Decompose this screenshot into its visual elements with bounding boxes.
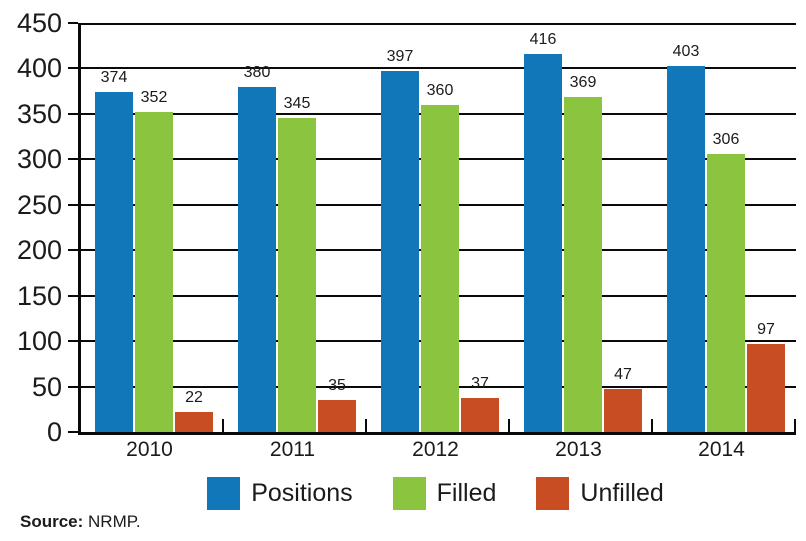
plot-area: 374 352 22 380 345 35 397 360 37 416 369 47 403 306 97 bbox=[78, 23, 796, 435]
bar-filled-2013 bbox=[564, 97, 602, 432]
legend-item-filled: Filled bbox=[392, 477, 497, 510]
legend-item-positions: Positions bbox=[207, 477, 353, 510]
bar-unfilled-2013 bbox=[604, 389, 642, 432]
bar-value-label-unfilled-2014: 97 bbox=[757, 321, 775, 338]
bar-filled-2014 bbox=[707, 154, 745, 432]
bar-unfilled-2014 bbox=[747, 344, 785, 432]
y-axis-label-450: 450 bbox=[16, 8, 62, 38]
bar-positions-2014 bbox=[667, 66, 705, 432]
bar-positions-2011 bbox=[238, 87, 276, 432]
y-axis-tick-300 bbox=[68, 158, 78, 160]
y-axis-tick-250 bbox=[68, 204, 78, 206]
y-axis-tick-400 bbox=[68, 67, 78, 69]
gridline-450 bbox=[81, 23, 796, 25]
legend-swatch-filled bbox=[392, 477, 426, 510]
bar-value-label-positions-2010: 374 bbox=[100, 69, 128, 86]
bar-value-label-unfilled-2012: 37 bbox=[471, 375, 489, 392]
y-axis-tick-100 bbox=[68, 340, 78, 342]
bar-unfilled-2010 bbox=[175, 412, 213, 432]
y-axis-tick-150 bbox=[68, 295, 78, 297]
source-label: Source: bbox=[20, 512, 84, 531]
y-axis-label-250: 250 bbox=[16, 190, 62, 220]
bar-positions-2013 bbox=[524, 54, 562, 432]
bar-positions-2012 bbox=[381, 71, 419, 432]
x-axis-tick-5 bbox=[794, 419, 796, 432]
bar-value-label-positions-2012: 397 bbox=[386, 48, 414, 65]
bar-unfilled-2012 bbox=[461, 398, 499, 432]
source-note: Source: NRMP. bbox=[20, 511, 141, 533]
bar-unfilled-2011 bbox=[318, 400, 356, 432]
legend-label-filled: Filled bbox=[436, 479, 497, 507]
y-axis-label-350: 350 bbox=[16, 99, 62, 129]
bar-filled-2012 bbox=[421, 105, 459, 432]
bar-value-label-filled-2010: 352 bbox=[140, 89, 168, 106]
legend: Positions Filled Unfilled bbox=[78, 477, 793, 510]
bar-value-label-positions-2011: 380 bbox=[243, 64, 271, 81]
gridline-400 bbox=[81, 67, 796, 69]
x-axis-label-2012: 2012 bbox=[412, 438, 459, 461]
bar-value-label-unfilled-2013: 47 bbox=[614, 366, 632, 383]
x-axis-label-2014: 2014 bbox=[698, 438, 745, 461]
y-axis-label-50: 50 bbox=[31, 372, 62, 402]
source-text: NRMP. bbox=[88, 512, 141, 531]
y-axis-tick-200 bbox=[68, 249, 78, 251]
y-axis-tick-50 bbox=[68, 386, 78, 388]
bar-filled-2011 bbox=[278, 118, 316, 432]
y-axis-label-150: 150 bbox=[16, 281, 62, 311]
y-axis-label-200: 200 bbox=[16, 235, 62, 265]
bar-value-label-filled-2011: 345 bbox=[283, 95, 311, 112]
legend-item-unfilled: Unfilled bbox=[536, 477, 664, 510]
y-axis-tick-450 bbox=[68, 22, 78, 24]
x-axis-label-2010: 2010 bbox=[126, 438, 173, 461]
y-axis-tick-350 bbox=[68, 113, 78, 115]
y-axis-label-400: 400 bbox=[16, 53, 62, 83]
bar-value-label-filled-2013: 369 bbox=[569, 74, 597, 91]
bar-value-label-positions-2014: 403 bbox=[672, 43, 700, 60]
bar-value-label-filled-2012: 360 bbox=[426, 82, 454, 99]
x-axis-label-2013: 2013 bbox=[555, 438, 602, 461]
bar-positions-2010 bbox=[95, 92, 133, 432]
bar-value-label-filled-2014: 306 bbox=[712, 131, 740, 148]
y-axis-label-100: 100 bbox=[16, 326, 62, 356]
x-axis-tick-3 bbox=[508, 419, 510, 432]
bar-value-label-unfilled-2011: 35 bbox=[328, 377, 346, 394]
bar-value-label-unfilled-2010: 22 bbox=[185, 389, 203, 406]
legend-swatch-unfilled bbox=[536, 477, 570, 510]
y-axis-label-0: 0 bbox=[46, 417, 62, 447]
x-axis-tick-1 bbox=[222, 419, 224, 432]
legend-swatch-positions bbox=[207, 477, 241, 510]
bar-value-label-positions-2013: 416 bbox=[529, 31, 557, 48]
legend-label-positions: Positions bbox=[251, 479, 353, 507]
x-axis-label-2011: 2011 bbox=[269, 438, 316, 461]
x-axis-tick-2 bbox=[365, 419, 367, 432]
legend-label-unfilled: Unfilled bbox=[580, 479, 664, 507]
y-axis-label-300: 300 bbox=[16, 144, 62, 174]
x-axis-tick-4 bbox=[651, 419, 653, 432]
y-axis-tick-0 bbox=[68, 431, 78, 433]
bar-filled-2010 bbox=[135, 112, 173, 432]
